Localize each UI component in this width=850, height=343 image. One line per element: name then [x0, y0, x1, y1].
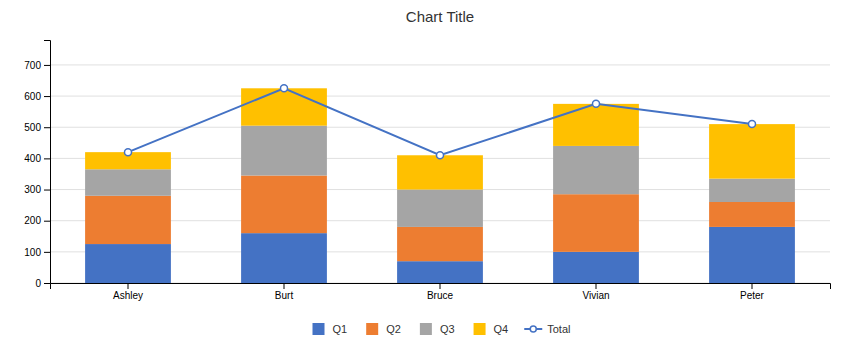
y-tick-mark: [44, 283, 50, 284]
x-tick-mark: [440, 283, 441, 289]
x-tick: Bruce: [427, 283, 454, 301]
line-marker: [749, 121, 756, 128]
legend-item: Q3: [420, 323, 455, 335]
y-axis-line: [44, 41, 51, 284]
grid: [50, 65, 830, 283]
legend-label: Q4: [494, 323, 509, 335]
legend-item: Q4: [474, 323, 509, 335]
grid-line: [50, 96, 830, 97]
legend-marker: [530, 326, 536, 332]
bar: [241, 88, 327, 125]
title: Chart Title: [406, 8, 474, 25]
legend-label: Q2: [386, 323, 401, 335]
bar: [241, 126, 327, 176]
x-tick-label: Vivian: [582, 290, 609, 301]
legend: Q1 Q2 Q3 Q4 Total: [313, 323, 571, 335]
y-tick: 0: [35, 278, 50, 289]
bar: [709, 179, 795, 202]
y-tick-mark: [44, 127, 50, 128]
y-tick: 600: [24, 91, 50, 102]
grid-line: [50, 64, 830, 65]
x-tick: Vivian: [582, 283, 609, 301]
y-tick: 500: [24, 122, 50, 133]
y-tick: 100: [24, 247, 50, 258]
y-tick-label: 700: [24, 60, 41, 71]
y-tick-label: 100: [24, 247, 41, 258]
y-tick-mark: [44, 96, 50, 97]
bar: [553, 104, 639, 146]
bar: [85, 196, 171, 244]
bar: [553, 194, 639, 252]
legend-item: Q2: [366, 323, 401, 335]
line-series: [125, 85, 756, 159]
bar: [397, 155, 483, 189]
bar: [85, 244, 171, 283]
bar-series: [85, 88, 795, 189]
chart: 0 100 200 300 400 500 600 700 Ashley Burt Bruce Viv…: [0, 0, 850, 343]
x-tick: Ashley: [113, 283, 143, 301]
x-tick-mark: [596, 283, 597, 289]
line: [128, 88, 752, 155]
y-tick-label: 0: [35, 278, 41, 289]
y-tick: 200: [24, 215, 50, 226]
x-axis: Ashley Burt Bruce Vivian Peter: [51, 283, 831, 301]
x-tick-mark: [284, 283, 285, 289]
marks: [85, 85, 795, 283]
x-tick-mark: [128, 283, 129, 289]
bar: [397, 261, 483, 283]
bar-series: [85, 227, 795, 283]
bar: [709, 124, 795, 179]
bar: [397, 190, 483, 227]
line-marker: [125, 149, 132, 156]
y-tick-label: 600: [24, 91, 41, 102]
x-tick-label: Peter: [740, 290, 765, 301]
legend-swatch: [474, 323, 486, 335]
y-tick-label: 300: [24, 184, 41, 195]
x-tick-label: Ashley: [113, 290, 143, 301]
x-tick: Burt: [275, 283, 294, 301]
bar: [709, 227, 795, 283]
bar: [553, 146, 639, 194]
legend-label: Total: [547, 323, 570, 335]
y-tick-label: 200: [24, 215, 41, 226]
y-tick-label: 500: [24, 122, 41, 133]
line-marker: [437, 152, 444, 159]
y-tick: 700: [24, 60, 50, 71]
bar-series: [85, 126, 795, 227]
legend-swatch: [366, 323, 378, 335]
plot: 0 100 200 300 400 500 600 700 Ashley Burt Bruce Viv…: [24, 41, 830, 302]
legend-item: Q1: [313, 323, 348, 335]
bar: [85, 169, 171, 195]
legend-label: Q1: [333, 323, 348, 335]
bar: [397, 227, 483, 261]
y-axis: 0 100 200 300 400 500 600 700: [24, 41, 50, 289]
legend-swatch: [313, 323, 325, 335]
y-tick-mark: [44, 158, 50, 159]
legend-label: Q3: [440, 323, 455, 335]
line-marker: [593, 100, 600, 107]
y-tick: 300: [24, 184, 50, 195]
legend-swatch: [420, 323, 432, 335]
y-tick-mark: [44, 65, 50, 66]
x-axis-line: [51, 284, 831, 290]
legend-item: Total: [524, 323, 570, 335]
y-tick-mark: [44, 190, 50, 191]
y-tick-label: 400: [24, 153, 41, 164]
x-tick-mark: [752, 283, 753, 289]
bar: [241, 176, 327, 234]
y-tick-mark: [44, 221, 50, 222]
y-tick-mark: [44, 252, 50, 253]
bar: [241, 233, 327, 283]
bar: [709, 202, 795, 227]
x-tick: Peter: [740, 283, 765, 301]
bar: [553, 252, 639, 283]
x-tick-label: Bruce: [427, 290, 454, 301]
x-tick-label: Burt: [275, 290, 294, 301]
line-marker: [281, 85, 288, 92]
y-tick: 400: [24, 153, 50, 164]
